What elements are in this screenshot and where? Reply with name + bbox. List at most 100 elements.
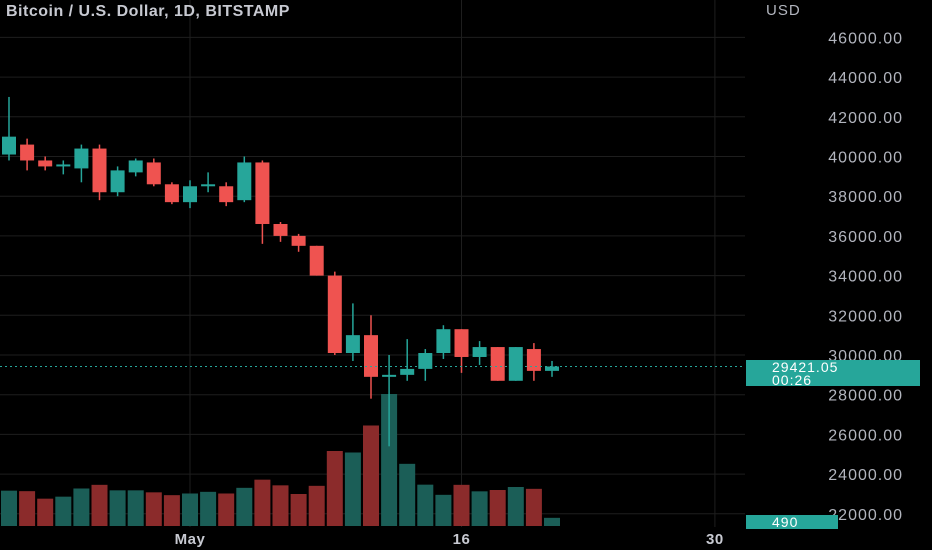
candle[interactable] <box>74 144 89 183</box>
volume-bar <box>453 484 470 526</box>
candle-body <box>219 186 234 203</box>
y-tick-label: 28000.00 <box>828 388 903 405</box>
y-tick-label: 32000.00 <box>828 308 903 325</box>
candle[interactable] <box>400 339 415 381</box>
y-tick-label: 44000.00 <box>828 70 903 87</box>
y-tick-label: 22000.00 <box>828 507 903 524</box>
candle[interactable] <box>327 271 342 355</box>
candle[interactable] <box>345 303 360 361</box>
candle[interactable] <box>92 144 107 201</box>
volume-bar <box>344 452 361 526</box>
candle[interactable] <box>273 222 288 242</box>
candle[interactable] <box>183 180 197 209</box>
y-tick-label: 42000.00 <box>828 110 903 127</box>
volume-bar <box>471 491 488 526</box>
candle[interactable] <box>291 233 306 252</box>
candle[interactable] <box>382 355 397 447</box>
volume-bar <box>417 484 434 526</box>
candle-body <box>183 186 197 203</box>
volume-bar <box>326 451 343 526</box>
candle-body <box>364 335 378 377</box>
candle-body <box>526 349 541 371</box>
volume-bar <box>218 493 235 526</box>
volume-bar <box>19 491 36 526</box>
volume-bar <box>127 490 144 526</box>
candle-body <box>38 160 53 167</box>
candle[interactable] <box>526 343 541 381</box>
volume-bars <box>1 394 560 526</box>
time-axis[interactable]: May 16 30 <box>175 531 724 548</box>
last-price-tag: 29421.05 00:26 <box>746 359 920 387</box>
candle-body <box>164 184 179 203</box>
y-tick-label: 34000.00 <box>828 269 903 286</box>
candle-body <box>56 164 71 167</box>
volume-bar <box>73 488 90 526</box>
candle[interactable] <box>110 166 125 197</box>
candle[interactable] <box>56 160 71 175</box>
candle[interactable] <box>20 138 35 171</box>
price-axis[interactable]: 22000.0024000.0026000.0028000.0030000.00… <box>828 30 903 523</box>
candle-body <box>382 374 397 377</box>
candle-body <box>146 162 161 185</box>
x-tick-label: 16 <box>453 531 471 548</box>
last-price-value: 29421.05 <box>772 359 839 375</box>
volume-bar <box>182 493 198 526</box>
candle[interactable] <box>454 329 469 373</box>
chart-title: Bitcoin / U.S. Dollar, 1D, BITSTAMP <box>6 3 290 20</box>
volume-bar <box>308 485 325 526</box>
candle[interactable] <box>2 96 16 161</box>
candle[interactable] <box>146 158 161 187</box>
candle[interactable] <box>472 341 487 365</box>
candle-body <box>472 347 487 357</box>
candle-body <box>400 368 415 375</box>
y-tick-label: 26000.00 <box>828 427 903 444</box>
candle[interactable] <box>164 182 179 205</box>
volume-bar <box>381 394 398 526</box>
volume-bar <box>544 517 560 526</box>
volume-bar <box>37 498 54 526</box>
volume-bar <box>489 490 506 526</box>
candle-body <box>309 245 324 276</box>
candle[interactable] <box>255 160 270 244</box>
volume-bar <box>507 487 524 526</box>
volume-bar <box>145 492 162 526</box>
candle-body <box>74 148 89 169</box>
volume-bar <box>55 496 72 526</box>
candle-body <box>92 148 107 193</box>
volume-bar <box>109 490 126 526</box>
candle[interactable] <box>237 156 252 203</box>
candle-body <box>201 184 216 187</box>
volume-bar <box>435 494 452 526</box>
candle[interactable] <box>128 158 143 177</box>
candle-body <box>545 366 559 371</box>
candle-body <box>436 329 451 354</box>
x-tick-label: May <box>175 531 206 548</box>
volume-bar <box>91 484 108 526</box>
candle-body <box>418 353 433 369</box>
candle-body <box>508 347 523 381</box>
candle-body <box>490 347 505 381</box>
candle[interactable] <box>418 349 433 381</box>
candle[interactable] <box>364 315 378 399</box>
candle[interactable] <box>201 172 216 193</box>
candle[interactable] <box>436 325 451 359</box>
volume-bar <box>399 463 416 526</box>
candle[interactable] <box>309 245 324 276</box>
candle-body <box>2 136 16 155</box>
candle[interactable] <box>545 360 559 377</box>
volume-bar <box>363 425 379 526</box>
candle-body <box>20 144 35 161</box>
y-tick-label: 24000.00 <box>828 467 903 484</box>
candle[interactable] <box>490 347 505 381</box>
volume-bar <box>525 488 542 526</box>
y-tick-label: 38000.00 <box>828 189 903 206</box>
volume-bar <box>163 495 180 526</box>
candle[interactable] <box>38 156 53 171</box>
candle[interactable] <box>508 347 523 381</box>
y-tick-label: 40000.00 <box>828 150 903 167</box>
y-tick-label: 46000.00 <box>828 30 903 47</box>
candle-body <box>237 162 252 201</box>
candle[interactable] <box>219 182 234 207</box>
